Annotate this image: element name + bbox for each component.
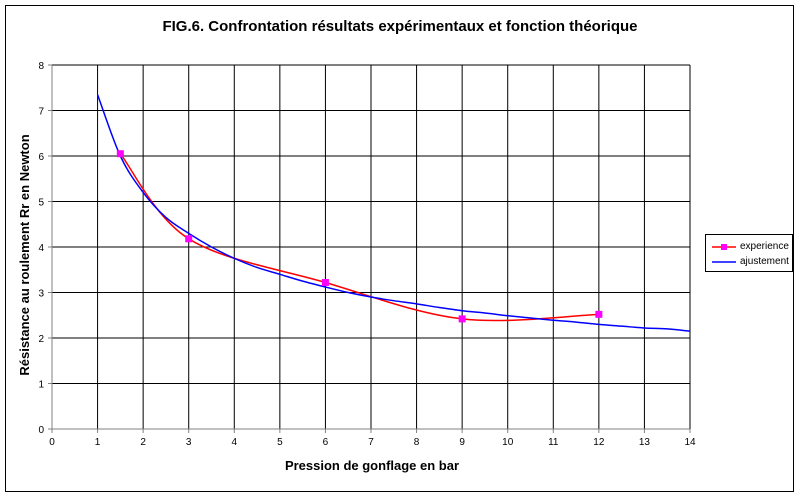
chart-title: FIG.6. Confrontation résultats expérimen…: [162, 18, 638, 35]
gridlines: [52, 64, 691, 429]
y-tick-label: 8: [38, 61, 44, 72]
y-tick-label: 4: [38, 243, 44, 254]
axes: [48, 64, 691, 433]
data-point-experience: [595, 310, 603, 318]
y-tick-label: 5: [38, 198, 44, 209]
y-tick-label: 3: [38, 289, 44, 300]
y-tick-label: 1: [38, 380, 44, 391]
x-tick-label: 14: [684, 437, 696, 448]
series-group: [96, 94, 691, 332]
x-tick-label: 3: [186, 437, 192, 448]
x-tick-label: 2: [140, 437, 146, 448]
legend-swatch-experience: [712, 244, 736, 250]
data-point-experience: [185, 235, 193, 243]
y-tick-label: 7: [38, 107, 44, 118]
x-tick-label: 9: [459, 437, 465, 448]
y-axis-title: Résistance au roulement Rr en Newton: [17, 134, 32, 376]
legend-label-experience: experience: [740, 241, 789, 252]
data-point-experience: [321, 278, 329, 286]
x-tick-label: 6: [323, 437, 329, 448]
legend-entry-experience: experience: [710, 240, 794, 254]
x-tick-label: 12: [593, 437, 605, 448]
x-tick-label: 1: [95, 437, 101, 448]
x-tick-label: 11: [548, 437, 559, 448]
x-tick-label: 13: [639, 437, 651, 448]
data-point-experience: [116, 150, 124, 158]
y-tick-label: 6: [38, 152, 44, 163]
x-tick-label: 4: [232, 437, 238, 448]
x-tick-label: 8: [414, 437, 420, 448]
series-line-ajustement: [96, 94, 691, 332]
legend-label-ajustement: ajustement: [740, 256, 789, 267]
legend-swatch-ajustement: [712, 261, 736, 263]
x-tick-label: 7: [368, 437, 374, 448]
legend-entry-ajustement: ajustement: [710, 255, 794, 269]
y-tick-label: 2: [38, 334, 44, 345]
data-point-experience: [458, 315, 466, 323]
x-tick-label: 0: [49, 437, 55, 448]
legend: experience ajustement: [705, 234, 793, 272]
x-tick-label: 10: [502, 437, 514, 448]
x-tick-label: 5: [277, 437, 283, 448]
x-axis-title: Pression de gonflage en bar: [284, 458, 460, 473]
y-tick-label: 0: [38, 425, 44, 436]
